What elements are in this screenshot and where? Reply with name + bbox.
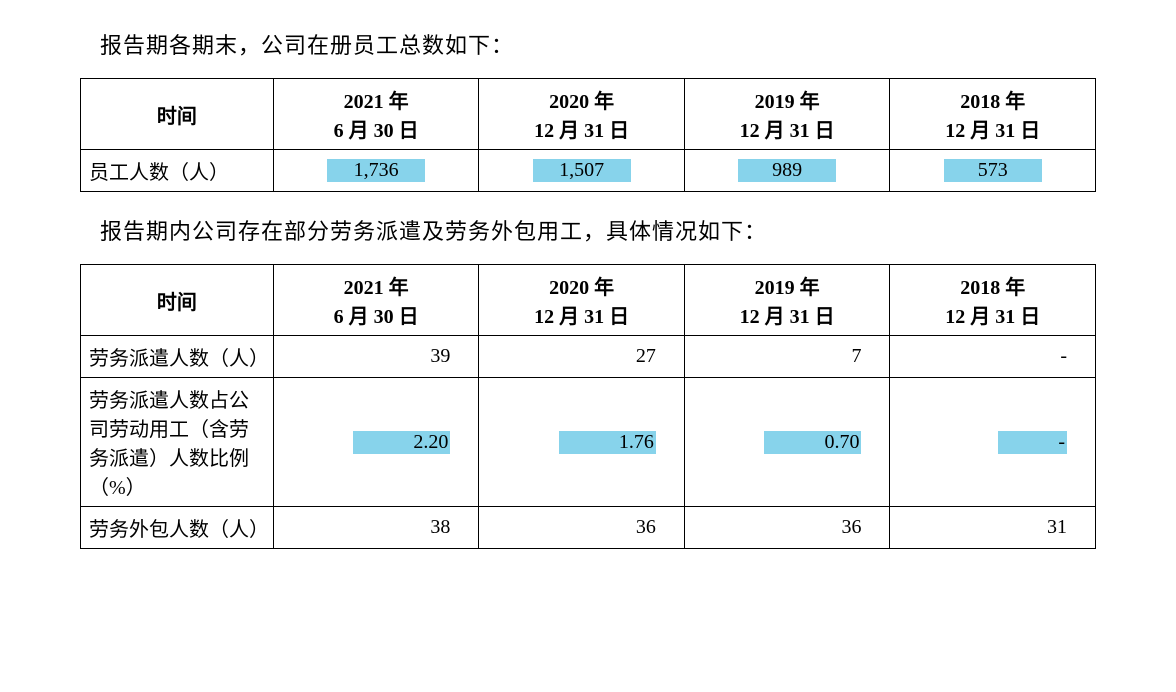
cell-value: 36 bbox=[479, 507, 685, 549]
table-row: 劳务派遣人数占公司劳动用工（含劳务派遣）人数比例（%） 2.20 1.76 0.… bbox=[81, 378, 1096, 507]
period-year: 2021 年 bbox=[284, 271, 469, 300]
highlight-value: 1,736 bbox=[327, 159, 425, 182]
period-year: 2018 年 bbox=[900, 271, 1085, 300]
cell-value: 0.70 bbox=[684, 378, 890, 507]
header-period-3: 2018 年 12 月 31 日 bbox=[890, 265, 1096, 336]
table-header-row: 时间 2021 年 6 月 30 日 2020 年 12 月 31 日 2019… bbox=[81, 79, 1096, 150]
header-time: 时间 bbox=[81, 79, 274, 150]
period-date: 12 月 31 日 bbox=[489, 114, 674, 143]
table-row: 员工人数（人） 1,736 1,507 989 573 bbox=[81, 150, 1096, 192]
highlight-value: 0.70 bbox=[764, 431, 861, 454]
cell-value: 1.76 bbox=[479, 378, 685, 507]
highlight-value: 1,507 bbox=[533, 159, 631, 182]
row-label-dispatch-count: 劳务派遣人数（人） bbox=[81, 336, 274, 378]
highlight-value: 989 bbox=[738, 159, 836, 182]
table-row: 劳务外包人数（人） 38 36 36 31 bbox=[81, 507, 1096, 549]
header-period-1: 2020 年 12 月 31 日 bbox=[479, 265, 685, 336]
cell-value: - bbox=[890, 336, 1096, 378]
period-date: 6 月 30 日 bbox=[284, 300, 469, 329]
period-year: 2019 年 bbox=[695, 85, 880, 114]
table-row: 劳务派遣人数（人） 39 27 7 - bbox=[81, 336, 1096, 378]
cell-value: 1,507 bbox=[479, 150, 685, 192]
row-label-dispatch-ratio: 劳务派遣人数占公司劳动用工（含劳务派遣）人数比例（%） bbox=[81, 378, 274, 507]
cell-value: 38 bbox=[273, 507, 479, 549]
cell-value: 36 bbox=[684, 507, 890, 549]
row-label-outsource-count: 劳务外包人数（人） bbox=[81, 507, 274, 549]
period-year: 2019 年 bbox=[695, 271, 880, 300]
cell-value: 573 bbox=[890, 150, 1096, 192]
row-label-employees: 员工人数（人） bbox=[81, 150, 274, 192]
header-period-3: 2018 年 12 月 31 日 bbox=[890, 79, 1096, 150]
period-year: 2020 年 bbox=[489, 271, 674, 300]
highlight-value: 2.20 bbox=[353, 431, 450, 454]
dispatch-outsource-table: 时间 2021 年 6 月 30 日 2020 年 12 月 31 日 2019… bbox=[80, 264, 1096, 549]
intro-text-2: 报告期内公司存在部分劳务派遣及劳务外包用工，具体情况如下： bbox=[100, 214, 1096, 246]
table-header-row: 时间 2021 年 6 月 30 日 2020 年 12 月 31 日 2019… bbox=[81, 265, 1096, 336]
cell-value: 2.20 bbox=[273, 378, 479, 507]
period-date: 12 月 31 日 bbox=[695, 114, 880, 143]
cell-value: 1,736 bbox=[273, 150, 479, 192]
header-period-2: 2019 年 12 月 31 日 bbox=[684, 79, 890, 150]
highlight-value: - bbox=[998, 431, 1067, 454]
period-date: 12 月 31 日 bbox=[695, 300, 880, 329]
intro-text-1: 报告期各期末，公司在册员工总数如下： bbox=[100, 28, 1096, 60]
cell-value: 7 bbox=[684, 336, 890, 378]
period-date: 12 月 31 日 bbox=[489, 300, 674, 329]
cell-value: 989 bbox=[684, 150, 890, 192]
header-period-2: 2019 年 12 月 31 日 bbox=[684, 265, 890, 336]
employee-count-table: 时间 2021 年 6 月 30 日 2020 年 12 月 31 日 2019… bbox=[80, 78, 1096, 192]
period-date: 12 月 31 日 bbox=[900, 114, 1085, 143]
highlight-value: 573 bbox=[944, 159, 1042, 182]
highlight-value: 1.76 bbox=[559, 431, 656, 454]
period-year: 2021 年 bbox=[284, 85, 469, 114]
cell-value: 39 bbox=[273, 336, 479, 378]
period-date: 6 月 30 日 bbox=[284, 114, 469, 143]
period-year: 2020 年 bbox=[489, 85, 674, 114]
period-year: 2018 年 bbox=[900, 85, 1085, 114]
period-date: 12 月 31 日 bbox=[900, 300, 1085, 329]
header-time: 时间 bbox=[81, 265, 274, 336]
header-period-0: 2021 年 6 月 30 日 bbox=[273, 79, 479, 150]
header-period-0: 2021 年 6 月 30 日 bbox=[273, 265, 479, 336]
cell-value: 31 bbox=[890, 507, 1096, 549]
cell-value: - bbox=[890, 378, 1096, 507]
header-period-1: 2020 年 12 月 31 日 bbox=[479, 79, 685, 150]
cell-value: 27 bbox=[479, 336, 685, 378]
